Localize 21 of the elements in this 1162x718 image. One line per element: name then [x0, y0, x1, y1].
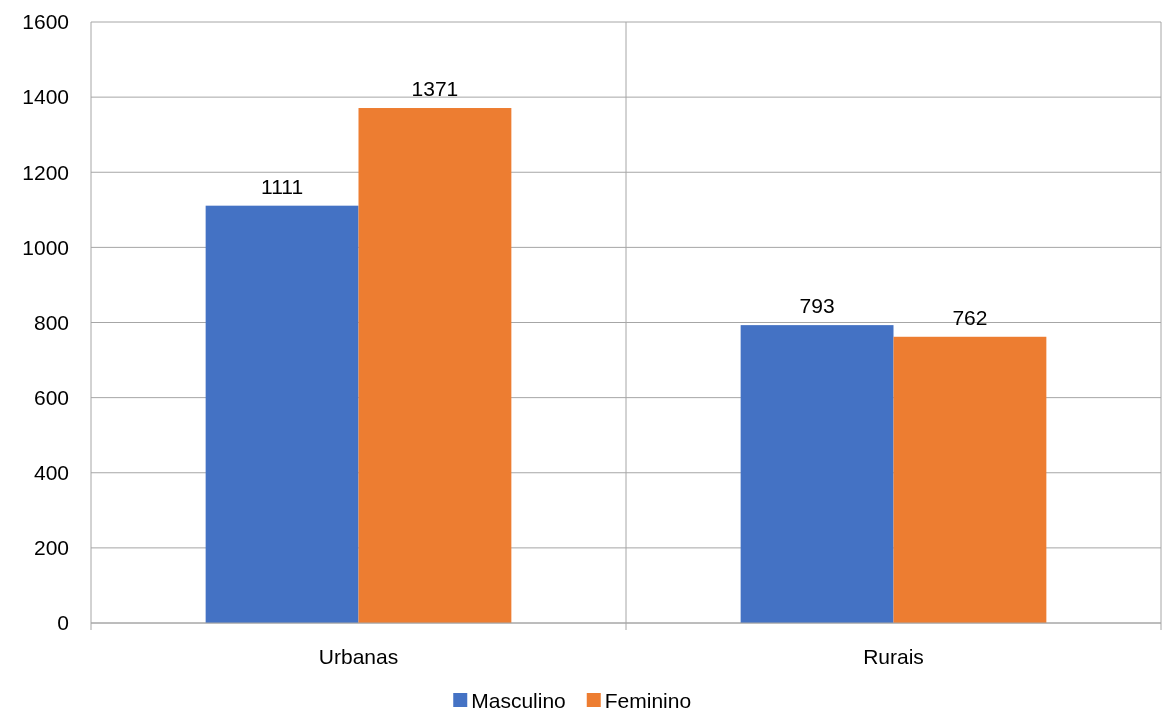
data-label: 1111 — [261, 174, 304, 198]
x-tick-label: Urbanas — [318, 645, 399, 668]
bar — [205, 205, 359, 623]
y-tick-label: 1000 — [22, 235, 69, 259]
y-tick-label: 600 — [33, 385, 69, 409]
data-label: 1371 — [411, 77, 459, 101]
y-tick-label: 1200 — [22, 160, 69, 184]
bar — [740, 325, 894, 623]
y-tick-label: 200 — [33, 536, 69, 560]
y-tick-label: 1600 — [22, 10, 69, 34]
legend-label: Masculino — [471, 689, 566, 712]
bar — [358, 108, 512, 623]
data-label: 793 — [799, 294, 835, 318]
y-tick-label: 400 — [33, 461, 69, 485]
y-tick-label: 0 — [57, 611, 69, 635]
y-tick-label: 800 — [33, 310, 69, 334]
y-tick-label: 1400 — [22, 85, 69, 109]
legend-label: Feminino — [604, 689, 692, 712]
bar — [893, 336, 1047, 623]
data-label: 762 — [952, 305, 988, 329]
x-tick-label: Rurais — [863, 645, 924, 668]
